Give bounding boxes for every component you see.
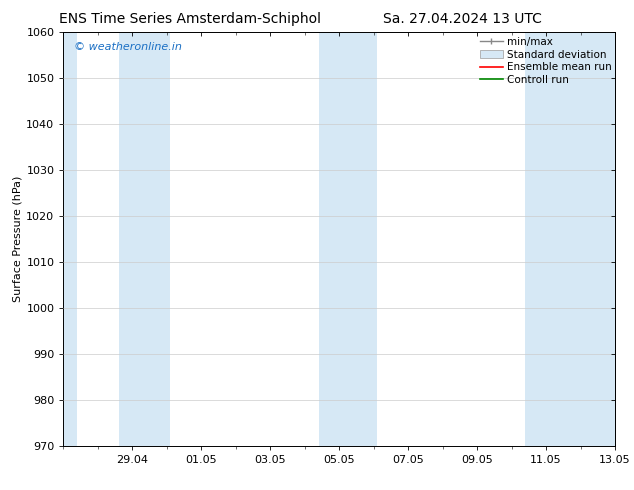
Bar xyxy=(119,32,171,446)
Text: ENS Time Series Amsterdam-Schiphol: ENS Time Series Amsterdam-Schiphol xyxy=(59,12,321,26)
Bar xyxy=(63,32,77,446)
Y-axis label: Surface Pressure (hPa): Surface Pressure (hPa) xyxy=(12,176,22,302)
Bar xyxy=(526,32,615,446)
Bar xyxy=(318,32,377,446)
Text: © weatheronline.in: © weatheronline.in xyxy=(74,42,183,52)
Text: Sa. 27.04.2024 13 UTC: Sa. 27.04.2024 13 UTC xyxy=(384,12,542,26)
Legend: min/max, Standard deviation, Ensemble mean run, Controll run: min/max, Standard deviation, Ensemble me… xyxy=(478,35,614,87)
